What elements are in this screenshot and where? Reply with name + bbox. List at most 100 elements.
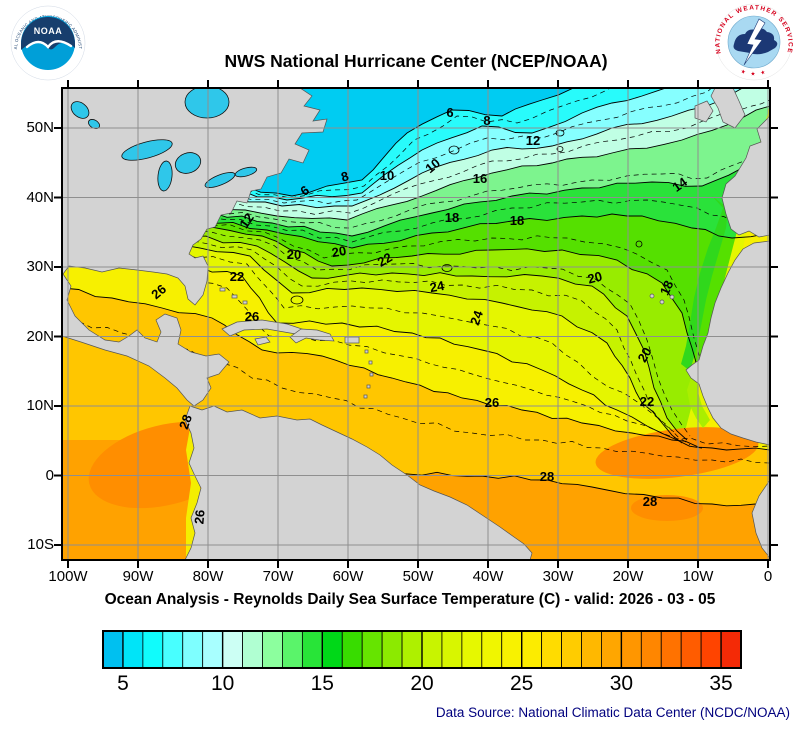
dashed-isotherm-2: [62, 99, 770, 215]
lat-label-10S: 10S: [27, 536, 54, 553]
dashed-isotherm-8: [62, 233, 691, 446]
dashed-isotherm-4: [62, 199, 770, 243]
colorbar-cell-8: [182, 630, 204, 669]
svg-text:★ ★ ★: ★ ★ ★: [740, 69, 768, 78]
land-africa-south: [751, 479, 770, 559]
lon-label-90W: 90W: [122, 568, 154, 585]
noaa-gull-icon: [25, 40, 73, 49]
contour-label-22: 22: [229, 269, 245, 284]
colorbar-cell-14: [301, 630, 323, 669]
lon-label-60W: 60W: [332, 568, 364, 585]
colorbar-cell-30: [620, 630, 642, 669]
lon-label-20W: 20W: [612, 568, 644, 585]
colorbar-label-30: 30: [609, 672, 634, 695]
colorbar-cell-27: [561, 630, 582, 669]
lake-superior: [121, 139, 173, 161]
colorbar-cell-22: [461, 630, 483, 669]
lake-erie: [204, 172, 236, 188]
lakes: [70, 88, 258, 192]
colorbar-cell-19: [401, 630, 423, 669]
map-frame: [61, 87, 771, 561]
colorbar: [102, 630, 742, 669]
colorbar-cell-34: [700, 630, 722, 669]
colorbar-cell-21: [441, 630, 463, 669]
contour-label-20: 20: [286, 247, 302, 262]
colorbar-label-25: 25: [510, 672, 534, 695]
lon-label-10W: 10W: [682, 568, 714, 585]
lon-label-100W: 100W: [48, 568, 88, 585]
contour-label-28: 28: [642, 494, 658, 509]
noaa-wordmark: NOAA: [34, 26, 63, 36]
land-jamaica: [254, 336, 271, 346]
colorbar-cell-25: [521, 630, 543, 669]
colorbar-cell-9: [202, 630, 224, 669]
hudson-bay: [184, 88, 230, 119]
colorbar-cell-11: [242, 630, 263, 669]
colorbar-cells: [102, 630, 742, 669]
colorbar-cell-33: [680, 630, 702, 669]
lat-label-40N: 40N: [26, 188, 54, 206]
nws-lightning-icon: [743, 18, 766, 66]
nws-ring-stars: ★ ★ ★: [740, 69, 766, 78]
contour-label-16: 16: [472, 171, 488, 186]
isotherm-26: [62, 287, 770, 451]
colorbar-cell-15: [321, 630, 343, 669]
page-title: NWS National Hurricane Center (NCEP/NOAA…: [224, 51, 608, 71]
lon-label-50W: 50W: [402, 568, 434, 585]
colorbar-cell-17: [361, 630, 383, 669]
colorbar-cell-20: [421, 630, 443, 669]
land-ireland: [694, 100, 714, 123]
colorbar-cell-32: [660, 630, 682, 669]
land-puerto-rico: [344, 336, 360, 344]
nws-logo: NATIONAL WEATHER SERVICE ★ ★ ★: [714, 3, 792, 81]
colorbar-cell-5: [122, 630, 144, 669]
lon-label-30W: 30W: [542, 568, 574, 585]
data-source-credit: Data Source: National Climatic Data Cent…: [435, 705, 790, 720]
latlon-grid: [62, 88, 770, 560]
lake-ontario: [234, 166, 258, 178]
colorbar-label-15: 15: [310, 672, 334, 695]
land-north-america: [62, 88, 328, 407]
land-south-america: [184, 405, 533, 560]
land-africa: [685, 240, 770, 446]
contour-label-8: 8: [483, 113, 491, 128]
noaa-logo: NATIONAL OCEANIC AND ATMOSPHERIC ADMINIS…: [10, 5, 86, 81]
contour-label-12: 12: [525, 133, 541, 148]
contour-label-26: 26: [484, 395, 500, 410]
contour-label-18: 18: [509, 213, 525, 228]
lat-label-20N: 20N: [26, 327, 54, 345]
lon-label-80W: 80W: [192, 568, 224, 585]
lon-label-40W: 40W: [472, 568, 504, 585]
lat-label-50N: 50N: [26, 119, 54, 136]
contour-label-28: 28: [539, 469, 555, 484]
colorbar-cell-29: [601, 630, 622, 669]
colorbar-cell-23: [481, 630, 503, 669]
colorbar-cell-7: [162, 630, 184, 669]
map-caption: Ocean Analysis - Reynolds Daily Sea Surf…: [104, 591, 716, 608]
lat-label-10N: 10N: [26, 397, 54, 414]
colorbar-cell-16: [341, 630, 363, 669]
axis-ticks: [54, 80, 778, 568]
lat-label-30N: 30N: [26, 258, 54, 275]
colorbar-cell-4: [102, 630, 124, 669]
colorbar-cell-6: [142, 630, 164, 669]
colorbar-cell-18: [381, 630, 403, 669]
contour-label-18: 18: [444, 210, 460, 225]
colorbar-label-5: 5: [117, 672, 129, 695]
colorbar-cell-24: [501, 630, 523, 669]
contour-label-22: 22: [639, 394, 655, 409]
colorbar-frame: [102, 630, 742, 669]
lat-label-0: 0: [45, 466, 54, 484]
colorbar-cell-10: [222, 630, 243, 669]
colorbar-cell-13: [282, 630, 303, 669]
contour-label-26: 26: [244, 309, 260, 324]
lake-michigan: [157, 160, 173, 192]
lake-huron: [174, 152, 202, 174]
contour-label-6: 6: [446, 105, 454, 120]
colorbar-cell-35: [720, 630, 742, 669]
colorbar-label-35: 35: [709, 672, 733, 695]
colorbar-cell-28: [581, 630, 602, 669]
contour-label-10: 10: [379, 168, 395, 183]
land-masses: [62, 88, 770, 560]
